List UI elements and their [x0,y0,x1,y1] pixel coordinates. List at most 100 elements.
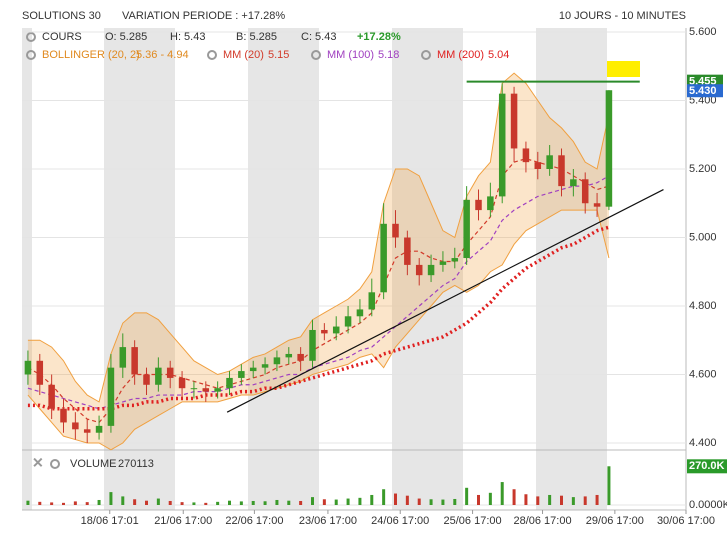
candle-body [510,93,518,149]
volume-bar [405,495,409,505]
night-band [22,28,32,510]
volume-bar [311,497,314,505]
candle-body [380,223,387,293]
volume-bar [477,494,480,505]
volume-bar [441,499,445,505]
volume-bar [417,498,421,505]
volume-bar [358,497,362,505]
candle-body [166,367,174,378]
last-price-badge [687,84,723,98]
legend-high: H: 5.43 [170,31,205,43]
volume-bar [73,501,77,505]
volume-tick-label: 270.0K [689,460,725,472]
volume-bar [239,501,243,505]
last-price-label: 5.430 [689,85,717,97]
y-tick-label: 5.200 [689,163,717,175]
legend-volume-value: 270113 [118,458,154,470]
night-band [392,28,463,510]
legend-low: B: 5.285 [236,31,277,43]
candle-body [155,367,162,385]
gear-icon[interactable] [207,50,217,60]
volume-bar [571,497,575,505]
candle-body [107,367,115,426]
candle-body [297,353,304,361]
volume-bar [228,500,231,505]
gear-icon[interactable] [26,32,36,42]
candle-body [427,264,435,276]
gear-icon[interactable] [421,50,431,60]
legend-bollinger: BOLLINGER (20, 2) [42,49,140,61]
candle-body [202,388,210,392]
volume-bar [322,499,326,505]
legend-mm200: MM (200) [437,49,484,61]
volume-bar [299,500,303,505]
volume-bar [133,499,137,505]
candle-body [404,237,411,265]
candle-body [190,388,198,390]
x-tick-label: 24/06 17:00 [371,515,429,527]
volume-bar [156,498,160,505]
volume-bar [251,500,255,505]
volume-bar [560,495,563,505]
volume-bar [595,494,599,505]
candle-body [487,196,494,211]
candle-body [95,425,103,433]
volume-bar [524,494,528,505]
legend-bollinger-value: 5.36 - 4.94 [136,49,189,61]
candle-body [261,364,269,368]
candle-body [178,377,186,389]
volume-bar [370,494,374,505]
volume-bar [50,502,54,505]
candle-body [498,93,506,197]
legend-mm20: MM (20) [223,49,264,61]
close-icon[interactable]: ✕ [32,455,44,471]
volume-bar [121,496,125,505]
gear-icon[interactable] [26,50,36,60]
volume-bar [287,500,291,505]
candle-body [249,367,257,372]
candle-body [214,388,221,392]
candle-body [48,384,55,409]
x-tick-label: 25/06 17:00 [444,515,502,527]
candle-body [570,179,577,187]
moving-average [27,158,610,424]
highlight-box [607,61,640,77]
volume-badge [687,459,727,474]
candle-body [415,264,423,276]
volume-bar [382,489,386,505]
volume-bar [263,501,267,505]
volume-bar [26,500,30,505]
volume-bar [512,489,516,505]
gear-icon[interactable] [50,459,60,469]
y-tick-label: 5.600 [689,26,717,38]
night-bands [22,28,607,510]
candle-body [83,429,91,433]
candle-body [368,292,376,310]
candle-body [593,203,601,207]
y-tick-label: 4.400 [689,437,717,449]
legend-open: O: 5.285 [105,31,147,43]
candle-body [309,329,316,361]
night-band [536,28,607,510]
candle-body [24,360,32,375]
candle-body [273,357,281,365]
volume-bar [346,498,350,505]
volume-bar [536,496,540,505]
candle-body [238,371,245,378]
volume-bar [180,502,184,505]
gear-icon[interactable] [311,50,321,60]
legend-mm20-value: 5.15 [268,49,289,61]
volume-bar [62,502,65,505]
legend: COURS O: 5.285 H: 5.43 B: 5.285 C: 5.43 … [26,31,509,471]
legend-mm100-value: 5.18 [378,49,399,61]
moving-average [27,175,610,410]
candle-body [558,155,565,187]
volume-bar [145,500,148,505]
volume-bar [548,494,552,505]
variation: VARIATION PERIODE : +17.28% [122,10,285,22]
candle-body [475,199,482,211]
legend-mm200-value: 5.04 [488,49,509,61]
bollinger-lower [27,209,610,451]
volume-bar [38,501,42,505]
